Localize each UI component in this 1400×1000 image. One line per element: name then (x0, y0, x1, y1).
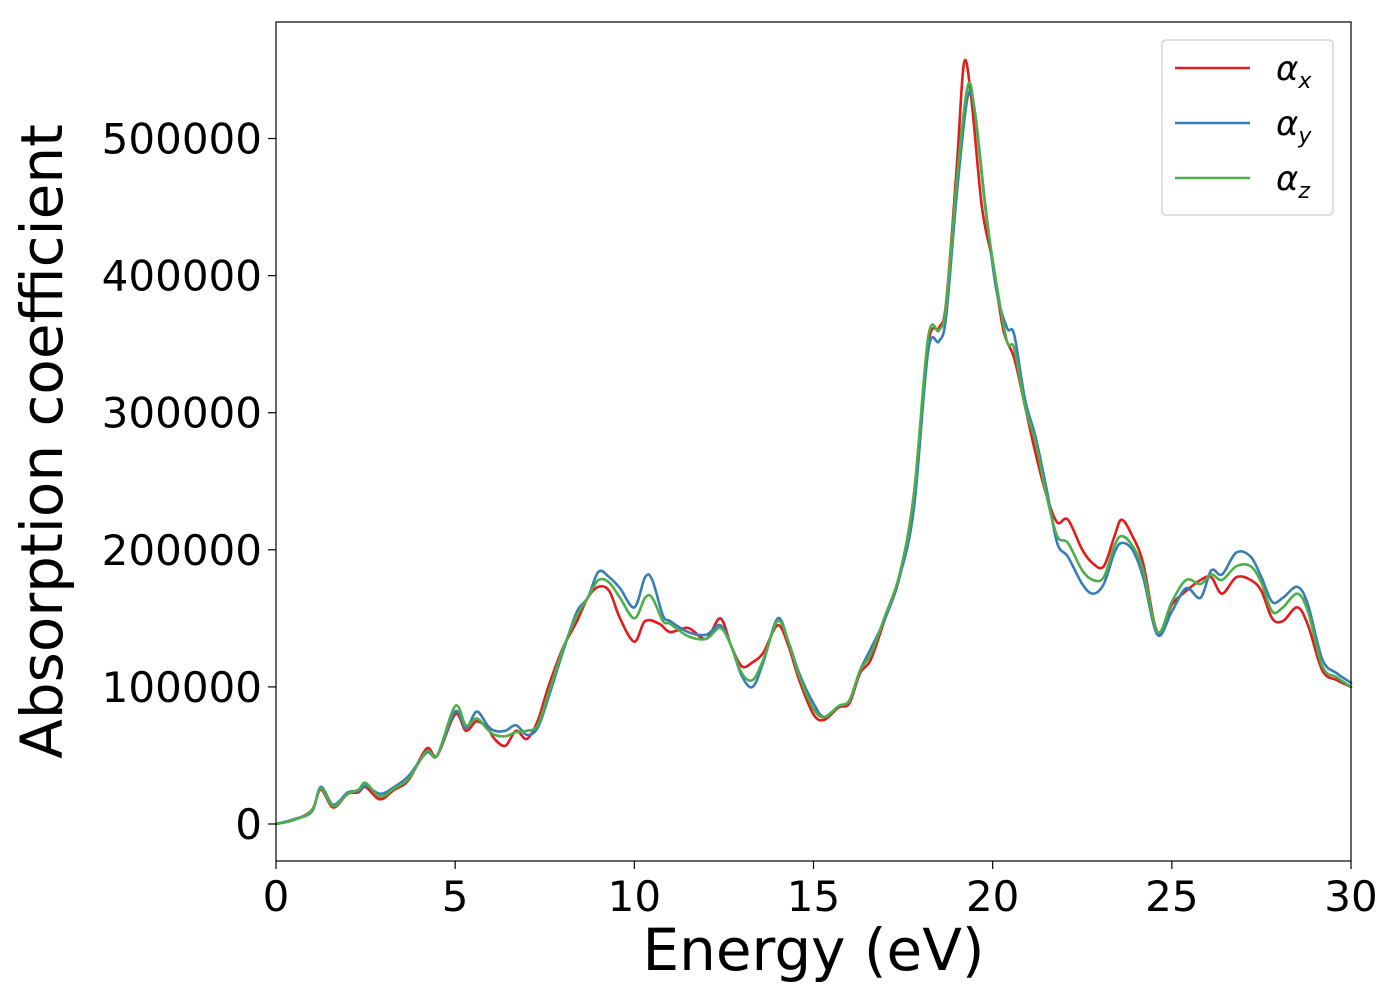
x-tick-label: 10 (608, 872, 661, 921)
x-axis-title: Energy (eV) (642, 916, 984, 984)
x-axis-ticks: 0 5 10 15 20 25 30 (263, 861, 1378, 921)
legend-label-x: αx (1276, 49, 1312, 94)
x-tick-label: 5 (442, 872, 469, 921)
legend: αx αy αz (1161, 39, 1334, 216)
x-tick-label: 25 (1145, 872, 1198, 921)
y-tick-label: 400000 (102, 252, 262, 301)
y-tick-label: 100000 (102, 663, 262, 712)
x-tick-label: 15 (787, 872, 840, 921)
y-axis-title: Absorption coefficient (8, 124, 76, 759)
y-tick-label: 0 (235, 800, 262, 849)
y-tick-label: 300000 (102, 389, 262, 438)
legend-label-y: αy (1276, 104, 1312, 149)
series-layer (274, 58, 1353, 826)
x-tick-label: 0 (263, 872, 290, 921)
y-tick-label: 200000 (102, 526, 262, 575)
series-line-z (274, 81, 1353, 826)
y-axis-ticks: 0 100000 200000 300000 400000 500000 (102, 115, 276, 849)
x-tick-label: 20 (966, 872, 1019, 921)
legend-label-z: αz (1276, 159, 1310, 204)
x-tick-label: 30 (1324, 872, 1377, 921)
legend-box (1161, 39, 1334, 216)
y-tick-label: 500000 (102, 115, 262, 164)
